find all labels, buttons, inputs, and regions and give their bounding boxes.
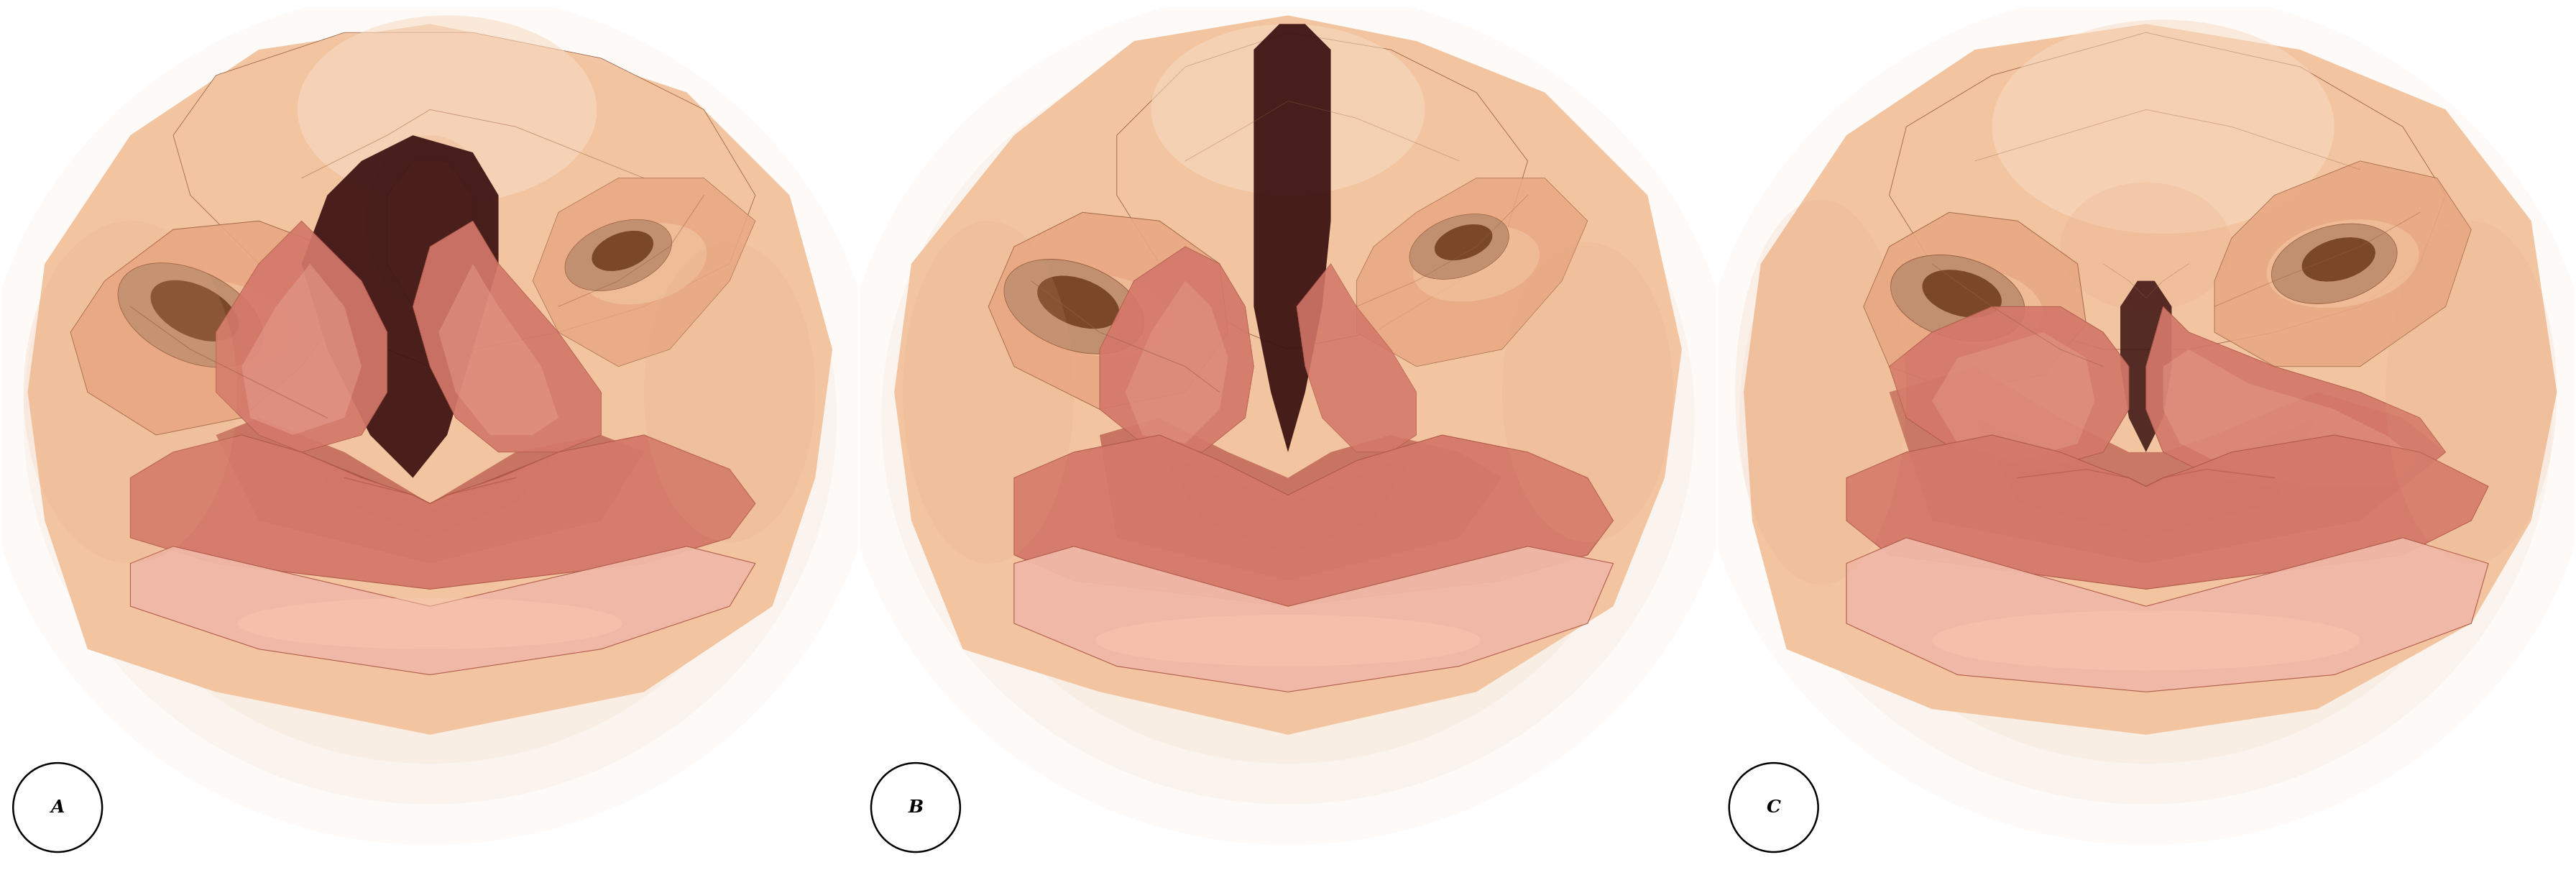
Ellipse shape — [1435, 224, 1492, 260]
Polygon shape — [412, 221, 600, 452]
Polygon shape — [894, 16, 1682, 734]
Text: A: A — [52, 799, 64, 816]
Polygon shape — [242, 264, 361, 435]
Text: C: C — [1767, 799, 1780, 816]
Polygon shape — [386, 161, 474, 306]
Polygon shape — [1888, 366, 2445, 564]
Polygon shape — [2146, 306, 2445, 495]
Ellipse shape — [23, 31, 837, 804]
Ellipse shape — [1922, 270, 2002, 318]
Polygon shape — [216, 418, 644, 564]
Ellipse shape — [582, 223, 706, 304]
Ellipse shape — [1783, 72, 2509, 764]
Ellipse shape — [1932, 611, 2360, 671]
Ellipse shape — [149, 280, 240, 341]
Ellipse shape — [1038, 276, 1121, 329]
Ellipse shape — [1739, 31, 2553, 804]
Ellipse shape — [2303, 238, 2375, 282]
Ellipse shape — [23, 221, 237, 564]
Polygon shape — [2120, 281, 2172, 452]
Ellipse shape — [564, 219, 672, 291]
Ellipse shape — [1028, 273, 1172, 357]
Polygon shape — [2164, 350, 2419, 486]
Polygon shape — [1255, 24, 1332, 452]
Polygon shape — [28, 24, 832, 734]
Polygon shape — [131, 435, 755, 589]
Ellipse shape — [1095, 615, 1481, 666]
Ellipse shape — [296, 16, 598, 204]
Ellipse shape — [0, 0, 878, 845]
Circle shape — [871, 763, 961, 852]
Ellipse shape — [2061, 183, 2231, 311]
Text: B: B — [909, 799, 922, 816]
Polygon shape — [438, 264, 559, 435]
Ellipse shape — [139, 279, 291, 368]
Ellipse shape — [1891, 255, 2025, 341]
Polygon shape — [1932, 332, 2094, 461]
Ellipse shape — [118, 263, 263, 367]
Ellipse shape — [644, 243, 814, 542]
Ellipse shape — [1151, 24, 1425, 195]
Polygon shape — [301, 136, 500, 478]
Polygon shape — [301, 452, 559, 538]
Ellipse shape — [1991, 20, 2334, 234]
Polygon shape — [1888, 306, 2128, 469]
Circle shape — [1728, 763, 1819, 852]
Ellipse shape — [1502, 243, 1674, 542]
Polygon shape — [533, 178, 755, 366]
Ellipse shape — [2272, 224, 2398, 304]
Ellipse shape — [1414, 225, 1540, 302]
Ellipse shape — [1005, 259, 1144, 354]
Ellipse shape — [592, 231, 654, 271]
Polygon shape — [989, 212, 1229, 409]
Polygon shape — [1847, 435, 2488, 589]
Ellipse shape — [881, 31, 1695, 804]
Polygon shape — [1744, 24, 2558, 734]
Polygon shape — [1126, 281, 1229, 444]
Ellipse shape — [1698, 0, 2576, 845]
Ellipse shape — [925, 72, 1651, 764]
Ellipse shape — [1409, 214, 1510, 279]
Polygon shape — [1100, 246, 1255, 452]
Ellipse shape — [1736, 199, 1906, 585]
Ellipse shape — [902, 221, 1074, 564]
Polygon shape — [131, 546, 755, 675]
Polygon shape — [1358, 178, 1587, 366]
Circle shape — [13, 763, 103, 852]
Polygon shape — [1976, 418, 2318, 538]
Ellipse shape — [2385, 221, 2558, 564]
Polygon shape — [1296, 264, 1417, 452]
Polygon shape — [1015, 435, 1613, 606]
Ellipse shape — [1906, 267, 2043, 346]
Polygon shape — [2215, 161, 2470, 366]
Polygon shape — [1847, 538, 2488, 692]
Polygon shape — [216, 221, 386, 452]
Ellipse shape — [366, 136, 495, 306]
Ellipse shape — [2267, 219, 2419, 308]
Polygon shape — [1159, 452, 1417, 555]
Polygon shape — [1888, 32, 2445, 350]
Polygon shape — [1100, 418, 1502, 580]
Ellipse shape — [840, 0, 1736, 845]
Polygon shape — [1015, 546, 1613, 692]
Ellipse shape — [67, 72, 793, 764]
Ellipse shape — [237, 598, 623, 649]
Polygon shape — [1862, 212, 2087, 392]
Polygon shape — [1118, 32, 1528, 350]
Polygon shape — [70, 221, 345, 435]
Polygon shape — [173, 32, 755, 366]
